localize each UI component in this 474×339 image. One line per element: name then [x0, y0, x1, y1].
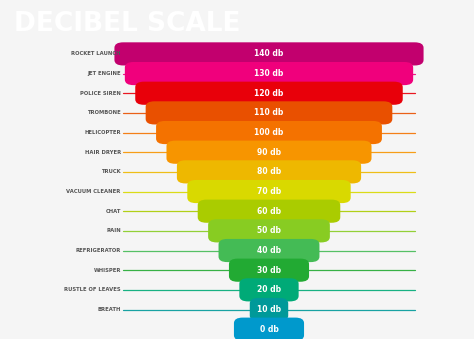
FancyBboxPatch shape — [187, 180, 351, 203]
FancyBboxPatch shape — [239, 278, 299, 301]
FancyBboxPatch shape — [234, 318, 304, 339]
Text: REFRIGERATOR: REFRIGERATOR — [75, 248, 121, 253]
Text: 60 db: 60 db — [257, 207, 281, 216]
Text: JET ENGINE: JET ENGINE — [87, 71, 121, 76]
Text: TROMBONE: TROMBONE — [87, 111, 121, 115]
Text: 140 db: 140 db — [255, 49, 283, 58]
Text: ROCKET LAUNCH: ROCKET LAUNCH — [72, 52, 121, 56]
Text: 30 db: 30 db — [257, 266, 281, 275]
Text: CHAT: CHAT — [106, 209, 121, 214]
FancyBboxPatch shape — [156, 121, 382, 144]
Text: 90 db: 90 db — [257, 148, 281, 157]
Text: 120 db: 120 db — [255, 89, 283, 98]
FancyBboxPatch shape — [125, 62, 413, 85]
FancyBboxPatch shape — [219, 239, 319, 262]
Text: TRUCK: TRUCK — [101, 170, 121, 174]
Text: 80 db: 80 db — [257, 167, 281, 176]
Text: RAIN: RAIN — [106, 228, 121, 233]
Text: POLICE SIREN: POLICE SIREN — [80, 91, 121, 96]
FancyBboxPatch shape — [177, 160, 361, 183]
Text: RUSTLE OF LEAVES: RUSTLE OF LEAVES — [64, 287, 121, 292]
Text: 130 db: 130 db — [255, 69, 283, 78]
Text: 40 db: 40 db — [257, 246, 281, 255]
FancyBboxPatch shape — [166, 141, 372, 164]
Text: 50 db: 50 db — [257, 226, 281, 235]
FancyBboxPatch shape — [114, 42, 424, 65]
FancyBboxPatch shape — [250, 298, 288, 321]
FancyBboxPatch shape — [135, 82, 403, 105]
Text: 110 db: 110 db — [255, 108, 283, 117]
Text: 70 db: 70 db — [257, 187, 281, 196]
Text: BREATH: BREATH — [98, 307, 121, 312]
FancyBboxPatch shape — [208, 219, 330, 242]
Text: WHISPER: WHISPER — [93, 268, 121, 273]
Text: VACUUM CLEANER: VACUUM CLEANER — [66, 189, 121, 194]
FancyBboxPatch shape — [229, 259, 309, 282]
Text: 20 db: 20 db — [257, 285, 281, 294]
Text: 100 db: 100 db — [255, 128, 283, 137]
Text: HELICOPTER: HELICOPTER — [84, 130, 121, 135]
Text: 0 db: 0 db — [260, 325, 278, 334]
FancyBboxPatch shape — [198, 200, 340, 223]
FancyBboxPatch shape — [146, 101, 392, 124]
Text: 10 db: 10 db — [257, 305, 281, 314]
Text: DECIBEL SCALE: DECIBEL SCALE — [14, 11, 241, 37]
Text: HAIR DRYER: HAIR DRYER — [85, 150, 121, 155]
